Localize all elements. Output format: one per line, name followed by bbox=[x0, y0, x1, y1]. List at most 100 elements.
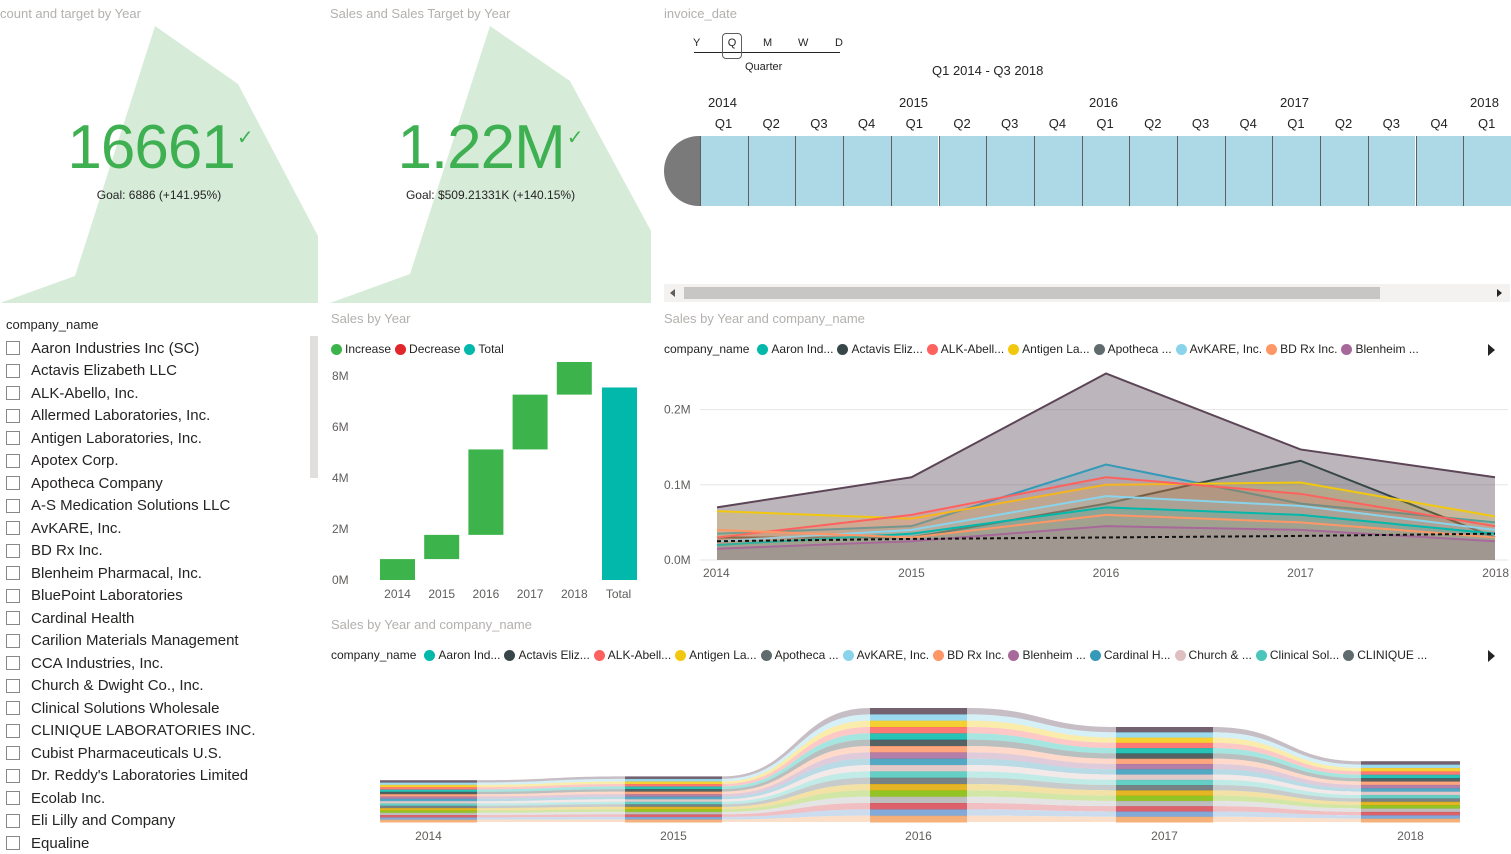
legend-item[interactable]: Blenheim ... bbox=[1008, 648, 1086, 662]
checkbox[interactable] bbox=[6, 363, 20, 378]
slicer-item[interactable]: Blenheim Pharmacal, Inc. bbox=[6, 562, 202, 584]
timeline-period-cell[interactable] bbox=[1415, 136, 1464, 206]
timeline-period-cell[interactable] bbox=[938, 136, 987, 206]
slicer-item[interactable]: Aaron Industries Inc (SC) bbox=[6, 337, 199, 359]
timeline-scrollbar[interactable] bbox=[664, 284, 1510, 302]
legend-item[interactable]: Cardinal H... bbox=[1089, 648, 1171, 662]
timeline-start-handle[interactable] bbox=[664, 136, 704, 206]
timeline-period-cell[interactable] bbox=[1081, 136, 1130, 206]
checkbox[interactable] bbox=[6, 498, 20, 513]
legend-item[interactable]: Blenheim ... bbox=[1341, 342, 1419, 356]
legend-item[interactable]: Actavis Eliz... bbox=[504, 648, 590, 662]
timeline-period-cell[interactable] bbox=[1129, 136, 1177, 206]
legend-item[interactable]: Increase bbox=[331, 342, 391, 356]
timeline-period-cell[interactable] bbox=[1177, 136, 1225, 206]
checkbox[interactable] bbox=[6, 521, 20, 535]
legend-next-icon[interactable] bbox=[1488, 650, 1495, 662]
slicer-item[interactable]: A-S Medication Solutions LLC bbox=[6, 495, 230, 517]
legend-item[interactable]: BD Rx Inc. bbox=[933, 648, 1004, 662]
timeline-period-cell[interactable] bbox=[890, 136, 939, 206]
legend-item[interactable]: ALK-Abell... bbox=[926, 342, 1004, 356]
timeline-period-cell[interactable] bbox=[1367, 136, 1416, 206]
granularity-month[interactable]: M bbox=[763, 37, 773, 49]
slicer-item[interactable]: Carilion Materials Management bbox=[6, 630, 239, 652]
slicer-item[interactable]: Cardinal Health bbox=[6, 607, 134, 629]
x-tick-label: 2014 bbox=[384, 587, 411, 601]
legend-item[interactable]: Total bbox=[464, 342, 504, 356]
timeline-period-cell[interactable] bbox=[843, 136, 891, 206]
slicer-item[interactable]: Antigen Laboratories, Inc. bbox=[6, 427, 202, 449]
legend-item[interactable]: Apotheca ... bbox=[760, 648, 839, 662]
granularity-quarter[interactable]: Q bbox=[722, 33, 742, 59]
checkbox[interactable] bbox=[6, 611, 20, 625]
legend-item[interactable]: Antigen La... bbox=[675, 648, 757, 662]
granularity-week[interactable]: W bbox=[798, 37, 809, 49]
timeline-period-cell[interactable] bbox=[1033, 136, 1082, 206]
timeline-period-cell[interactable] bbox=[1320, 136, 1368, 206]
legend-item[interactable]: Church & ... bbox=[1174, 648, 1252, 662]
checkbox[interactable] bbox=[6, 408, 20, 423]
slicer-item[interactable]: BD Rx Inc. bbox=[6, 540, 103, 562]
timeline-period-cell[interactable] bbox=[1463, 136, 1511, 206]
slicer-item[interactable]: Actavis Elizabeth LLC bbox=[6, 360, 177, 382]
timeline-period-cell[interactable] bbox=[986, 136, 1034, 206]
slicer-item[interactable]: Dr. Reddy's Laboratories Limited bbox=[6, 765, 248, 787]
scroll-right-icon[interactable] bbox=[1497, 289, 1502, 297]
legend-item[interactable]: CLINIQUE ... bbox=[1343, 648, 1427, 662]
legend-item[interactable]: BD Rx Inc. bbox=[1266, 342, 1337, 356]
slicer-item[interactable]: Ecolab Inc. bbox=[6, 787, 105, 809]
scrollbar-thumb[interactable] bbox=[684, 287, 1380, 299]
checkbox[interactable] bbox=[6, 476, 20, 490]
slicer-item[interactable]: AvKARE, Inc. bbox=[6, 517, 122, 539]
legend-item[interactable]: Aaron Ind... bbox=[757, 342, 833, 356]
slicer-item[interactable]: CLINIQUE LABORATORIES INC. bbox=[6, 720, 256, 742]
legend-item[interactable]: Clinical Sol... bbox=[1255, 648, 1339, 662]
checkbox[interactable] bbox=[6, 431, 20, 445]
slicer-item[interactable]: Apotex Corp. bbox=[6, 450, 119, 472]
scroll-left-icon[interactable] bbox=[670, 289, 675, 297]
slicer-item[interactable]: Equaline bbox=[6, 832, 89, 854]
legend-item[interactable]: Actavis Eliz... bbox=[837, 342, 923, 356]
legend-item[interactable]: Antigen La... bbox=[1008, 342, 1090, 356]
timeline-period-cell[interactable] bbox=[1272, 136, 1321, 206]
timeline-period-cell[interactable] bbox=[747, 136, 796, 206]
slicer-item[interactable]: Cubist Pharmaceuticals U.S. bbox=[6, 742, 222, 764]
checkbox[interactable] bbox=[6, 656, 20, 670]
legend-item[interactable]: AvKARE, Inc. bbox=[1175, 342, 1262, 356]
legend-item[interactable]: ALK-Abell... bbox=[593, 648, 671, 662]
checkbox[interactable] bbox=[6, 723, 20, 738]
granularity-day[interactable]: D bbox=[835, 37, 843, 49]
slicer-scrollbar[interactable] bbox=[310, 336, 318, 478]
checkbox[interactable] bbox=[6, 633, 20, 648]
granularity-year[interactable]: Y bbox=[693, 37, 701, 49]
slicer-item[interactable]: Apotheca Company bbox=[6, 472, 163, 494]
checkbox[interactable] bbox=[6, 813, 20, 828]
checkbox[interactable] bbox=[6, 746, 20, 760]
timeline-period-cell[interactable] bbox=[700, 136, 748, 206]
slicer-item[interactable]: Eli Lilly and Company bbox=[6, 810, 175, 832]
checkbox[interactable] bbox=[6, 386, 20, 400]
legend-next-icon[interactable] bbox=[1488, 344, 1495, 356]
checkbox[interactable] bbox=[6, 768, 20, 783]
timeline-period-cell[interactable] bbox=[1224, 136, 1273, 206]
checkbox[interactable] bbox=[6, 836, 20, 850]
timeline-period-cell[interactable] bbox=[795, 136, 844, 206]
checkbox[interactable] bbox=[6, 341, 20, 355]
checkbox[interactable] bbox=[6, 678, 20, 693]
slicer-item[interactable]: Clinical Solutions Wholesale bbox=[6, 697, 219, 719]
legend-item[interactable]: AvKARE, Inc. bbox=[842, 648, 929, 662]
checkbox[interactable] bbox=[6, 543, 20, 558]
slicer-item[interactable]: ALK-Abello, Inc. bbox=[6, 382, 139, 404]
slicer-item[interactable]: Allermed Laboratories, Inc. bbox=[6, 405, 210, 427]
checkbox[interactable] bbox=[6, 453, 20, 468]
legend-item[interactable]: Aaron Ind... bbox=[424, 648, 500, 662]
checkbox[interactable] bbox=[6, 791, 20, 805]
checkbox[interactable] bbox=[6, 701, 20, 715]
slicer-item[interactable]: BluePoint Laboratories bbox=[6, 585, 183, 607]
legend-item[interactable]: Apotheca ... bbox=[1093, 342, 1172, 356]
slicer-item[interactable]: CCA Industries, Inc. bbox=[6, 652, 164, 674]
checkbox[interactable] bbox=[6, 566, 20, 580]
legend-item[interactable]: Decrease bbox=[395, 342, 460, 356]
slicer-item[interactable]: Church & Dwight Co., Inc. bbox=[6, 675, 204, 697]
checkbox[interactable] bbox=[6, 588, 20, 603]
